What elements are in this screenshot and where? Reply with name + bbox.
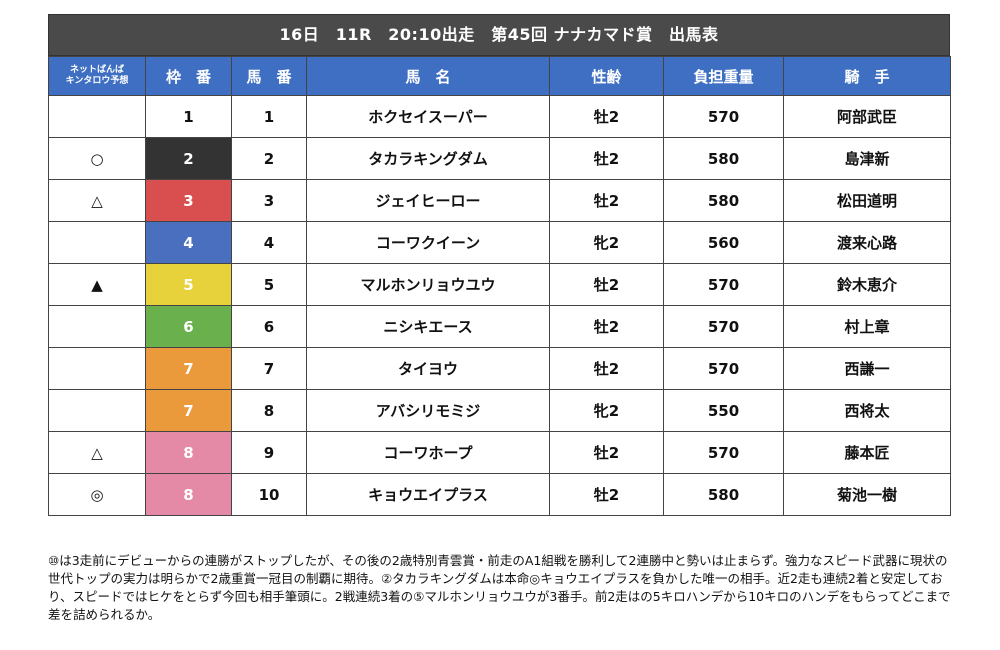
jockey-name: 西将太 xyxy=(783,389,951,432)
prediction-mark xyxy=(48,389,146,432)
table-row: 7 8 アバシリモミジ 牝2 550 西将太 xyxy=(48,389,951,432)
burden-weight: 560 xyxy=(663,221,784,264)
horse-number: 1 xyxy=(231,95,307,138)
waku-number: 2 xyxy=(145,137,232,180)
burden-weight: 580 xyxy=(663,179,784,222)
header-prediction-line2: キンタロウ予想 xyxy=(65,76,129,86)
horse-name: アバシリモミジ xyxy=(306,389,550,432)
horse-name: タカラキングダム xyxy=(306,137,550,180)
sex-age: 牡2 xyxy=(549,179,664,222)
jockey-name: 島津新 xyxy=(783,137,951,180)
jockey-name: 村上章 xyxy=(783,305,951,348)
prediction-mark: △ xyxy=(48,431,146,474)
burden-weight: 570 xyxy=(663,95,784,138)
sex-age: 牡2 xyxy=(549,347,664,390)
sex-age: 牡2 xyxy=(549,95,664,138)
prediction-mark: △ xyxy=(48,179,146,222)
prediction-mark xyxy=(48,221,146,264)
horse-name: ジェイヒーロー xyxy=(306,179,550,222)
horse-name: キョウエイプラス xyxy=(306,473,550,516)
horse-number: 6 xyxy=(231,305,307,348)
horse-name: ニシキエース xyxy=(306,305,550,348)
header-umaban: 馬 番 xyxy=(231,56,307,96)
horse-number: 5 xyxy=(231,263,307,306)
horse-name: マルホンリョウユウ xyxy=(306,263,550,306)
header-row: ネットばんば キンタロウ予想 枠 番 馬 番 馬 名 性齢 負担重量 騎 手 xyxy=(48,56,951,96)
prediction-mark: ▲ xyxy=(48,263,146,306)
header-prediction: ネットばんば キンタロウ予想 xyxy=(48,56,146,96)
waku-number: 4 xyxy=(145,221,232,264)
header-waku: 枠 番 xyxy=(145,56,232,96)
table-row: ○ 2 2 タカラキングダム 牡2 580 島津新 xyxy=(48,137,951,180)
horse-name: タイヨウ xyxy=(306,347,550,390)
horse-number: 8 xyxy=(231,389,307,432)
table-row: 1 1 ホクセイスーパー 牡2 570 阿部武臣 xyxy=(48,95,951,138)
horse-number: 7 xyxy=(231,347,307,390)
header-jockey: 騎 手 xyxy=(783,56,951,96)
table-row: ◎ 8 10 キョウエイプラス 牡2 580 菊池一樹 xyxy=(48,473,951,516)
sex-age: 牡2 xyxy=(549,305,664,348)
waku-number: 8 xyxy=(145,473,232,516)
sex-age: 牡2 xyxy=(549,473,664,516)
jockey-name: 西謙一 xyxy=(783,347,951,390)
burden-weight: 580 xyxy=(663,473,784,516)
horse-number: 2 xyxy=(231,137,307,180)
burden-weight: 570 xyxy=(663,305,784,348)
jockey-name: 菊池一樹 xyxy=(783,473,951,516)
jockey-name: 阿部武臣 xyxy=(783,95,951,138)
waku-number: 3 xyxy=(145,179,232,222)
sex-age: 牝2 xyxy=(549,389,664,432)
horse-number: 4 xyxy=(231,221,307,264)
burden-weight: 570 xyxy=(663,431,784,474)
table-row: △ 8 9 コーワホープ 牡2 570 藤本匠 xyxy=(48,431,951,474)
waku-number: 6 xyxy=(145,305,232,348)
table-row: 4 4 コーワクイーン 牝2 560 渡来心路 xyxy=(48,221,951,264)
sex-age: 牡2 xyxy=(549,263,664,306)
burden-weight: 570 xyxy=(663,347,784,390)
sex-age: 牡2 xyxy=(549,431,664,474)
header-prediction-line1: ネットばんば xyxy=(69,65,124,75)
header-horse-name: 馬 名 xyxy=(306,56,550,96)
table-row: ▲ 5 5 マルホンリョウユウ 牡2 570 鈴木恵介 xyxy=(48,263,951,306)
burden-weight: 570 xyxy=(663,263,784,306)
burden-weight: 580 xyxy=(663,137,784,180)
burden-weight: 550 xyxy=(663,389,784,432)
prediction-mark xyxy=(48,95,146,138)
horse-number: 9 xyxy=(231,431,307,474)
table-row: 6 6 ニシキエース 牡2 570 村上章 xyxy=(48,305,951,348)
jockey-name: 松田道明 xyxy=(783,179,951,222)
prediction-mark: ◎ xyxy=(48,473,146,516)
table-row: △ 3 3 ジェイヒーロー 牡2 580 松田道明 xyxy=(48,179,951,222)
horse-number: 10 xyxy=(231,473,307,516)
jockey-name: 藤本匠 xyxy=(783,431,951,474)
horse-name: ホクセイスーパー xyxy=(306,95,550,138)
entries-table: ネットばんば キンタロウ予想 枠 番 馬 番 馬 名 性齢 負担重量 騎 手 1… xyxy=(48,56,951,516)
waku-number: 5 xyxy=(145,263,232,306)
jockey-name: 渡来心路 xyxy=(783,221,951,264)
prediction-mark xyxy=(48,347,146,390)
header-sex-age: 性齢 xyxy=(549,56,664,96)
header-weight: 負担重量 xyxy=(663,56,784,96)
race-commentary: ⑩は3走前にデビューからの連勝がストップしたが、その後の2歳特別青雲賞・前走のA… xyxy=(48,553,951,622)
horse-name: コーワホープ xyxy=(306,431,550,474)
waku-number: 7 xyxy=(145,347,232,390)
horse-name: コーワクイーン xyxy=(306,221,550,264)
prediction-mark: ○ xyxy=(48,137,146,180)
table-row: 7 7 タイヨウ 牡2 570 西謙一 xyxy=(48,347,951,390)
horse-number: 3 xyxy=(231,179,307,222)
sex-age: 牡2 xyxy=(549,137,664,180)
prediction-mark xyxy=(48,305,146,348)
jockey-name: 鈴木恵介 xyxy=(783,263,951,306)
waku-number: 1 xyxy=(145,95,232,138)
waku-number: 7 xyxy=(145,389,232,432)
sex-age: 牝2 xyxy=(549,221,664,264)
race-card: 16日 11R 20:10出走 第45回 ナナカマド賞 出馬表 ネットばんば キ… xyxy=(48,14,951,516)
race-title: 16日 11R 20:10出走 第45回 ナナカマド賞 出馬表 xyxy=(48,14,950,56)
waku-number: 8 xyxy=(145,431,232,474)
